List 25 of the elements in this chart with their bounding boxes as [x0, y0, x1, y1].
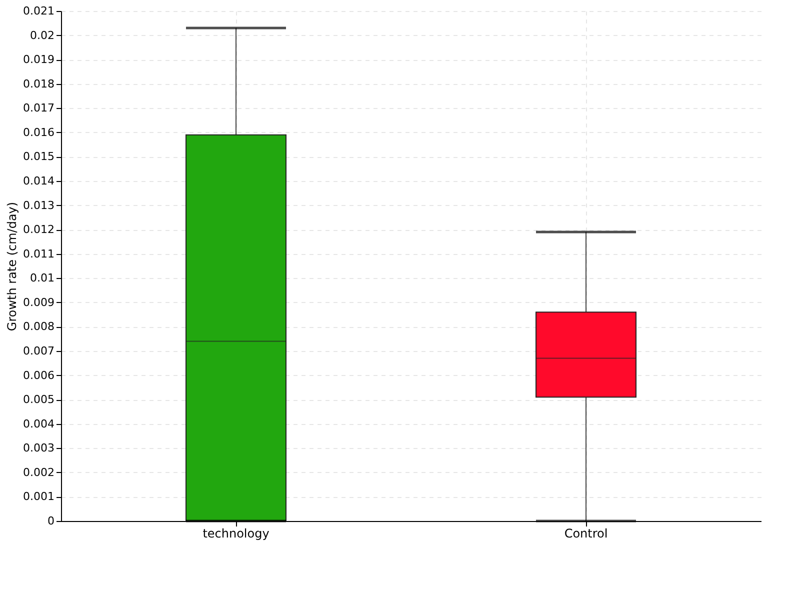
y-tick-label: 0.017: [23, 102, 54, 115]
y-tick-label: 0.018: [23, 77, 54, 90]
y-tick-label: 0.019: [23, 53, 54, 66]
x-tick-label: Control: [564, 526, 608, 540]
y-tick-label: 0.015: [23, 150, 54, 164]
y-tick-label: 0.013: [23, 198, 54, 212]
y-tick-label: 0.004: [23, 417, 54, 430]
y-tick-label: 0.001: [23, 490, 54, 504]
y-tick-label: 0.016: [23, 126, 54, 139]
x-tick-label: technology: [202, 526, 270, 540]
y-tick-label: 0.009: [23, 296, 54, 309]
y-tick-label: 0.008: [23, 320, 54, 334]
y-tick-label: 0.014: [23, 174, 54, 188]
y-tick-label: 0: [48, 514, 54, 528]
y-tick-label: 0.01: [30, 272, 54, 285]
y-tick-label: 0.012: [23, 223, 54, 236]
y-tick-label: 0.005: [23, 393, 54, 406]
y-tick-label: 0.006: [23, 368, 54, 382]
y-tick-label: 0.011: [23, 247, 54, 260]
y-tick-label: 0.003: [23, 442, 54, 455]
y-tick-label: 0.021: [23, 4, 54, 18]
y-tick-label: 0.02: [30, 28, 54, 42]
y-tick-label: 0.007: [23, 344, 54, 358]
y-tick-label: 0.002: [23, 466, 54, 479]
y-axis-title: Growth rate (cm/day): [5, 202, 20, 332]
